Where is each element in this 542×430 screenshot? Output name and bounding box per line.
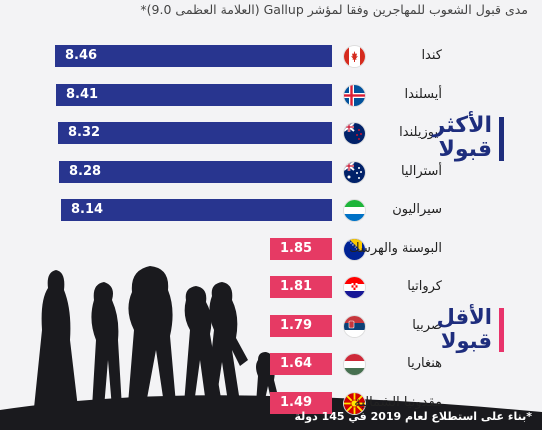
figure-carrying-silhouette — [128, 266, 176, 404]
bar-row: 8.32 — [58, 122, 332, 144]
figure-child-silhouette — [256, 352, 280, 404]
bar-value-label: 1.64 — [280, 356, 313, 371]
hungary-flag-icon — [344, 354, 365, 375]
country-label: صربيا — [412, 317, 442, 333]
bar — [58, 122, 332, 144]
country-label: هنغاريا — [407, 356, 442, 371]
bar — [270, 391, 332, 414]
bar-row: 1.79 — [270, 314, 332, 337]
bar-row: 1.81 — [270, 276, 332, 298]
bar-value-label: 8.32 — [68, 125, 101, 140]
bar — [61, 199, 332, 221]
bar — [55, 45, 332, 67]
country-label: مقدونيا الشمالية — [354, 394, 442, 410]
bar — [270, 276, 332, 298]
bar-value-label: 1.85 — [280, 240, 313, 256]
bar — [59, 160, 332, 183]
bar-row: 8.14 — [61, 199, 332, 221]
bar — [270, 314, 332, 337]
most-group-line1: الأكثر — [432, 113, 492, 138]
bar-row: 1.64 — [270, 353, 332, 375]
least-group-line1: الأقل — [436, 305, 492, 329]
bar-value-label: 8.41 — [66, 86, 99, 102]
bar-value-label: 1.81 — [280, 279, 313, 294]
bar — [270, 237, 332, 260]
footnote: *بناء على استطلاع لعام 2019 في 145 دولة — [294, 410, 533, 423]
country-label: أستراليا — [400, 163, 442, 179]
most-group-line2: قبولا — [438, 137, 492, 162]
bar-row: 1.49 — [270, 391, 332, 414]
country-label: نيوزيلندا — [399, 125, 442, 140]
bar-value-label: 1.49 — [280, 394, 313, 410]
bar — [270, 353, 332, 375]
country-label: البوسنة والهرسك — [349, 240, 442, 256]
least-group-accent — [499, 308, 504, 352]
figure-backpack-silhouette — [91, 282, 122, 408]
australia-flag-icon — [344, 161, 365, 183]
figure-adult-silhouette — [206, 282, 248, 402]
bar-row: 8.41 — [56, 83, 332, 106]
bar-row: 8.28 — [59, 160, 332, 183]
north-macedonia-flag-icon — [344, 392, 365, 414]
iceland-flag-icon — [344, 84, 365, 106]
most-group-label: الأكثر قبولا — [433, 114, 492, 162]
least-group-line2: قبولا — [440, 329, 492, 353]
country-label: سيراليون — [392, 202, 442, 217]
country-label: كندا — [421, 48, 442, 63]
bar-value-label: 8.14 — [71, 202, 104, 217]
figure-woman-silhouette — [34, 270, 78, 408]
country-label: أيسلندا — [404, 86, 443, 102]
country-label: كرواتيا — [407, 279, 442, 294]
bar-value-label: 8.28 — [69, 163, 102, 179]
bar-row: 8.46 — [55, 45, 332, 67]
bar-value-label: 8.46 — [65, 48, 98, 63]
least-group-label: الأقل قبولا — [437, 305, 492, 353]
serbia-flag-icon — [344, 315, 365, 337]
chart-subtitle: مدى قبول الشعوب للمهاجرين وفقا لمؤشر Gal… — [140, 2, 528, 17]
sierra-leone-flag-icon — [344, 200, 365, 221]
bosnia-flag-icon — [344, 238, 365, 260]
bar-value-label: 1.79 — [280, 317, 313, 333]
canada-flag-icon — [344, 46, 365, 67]
new-zealand-flag-icon — [344, 123, 365, 144]
bar — [56, 83, 332, 106]
croatia-flag-icon — [344, 277, 365, 298]
most-group-accent — [499, 117, 504, 161]
bar-row: 1.85 — [270, 237, 332, 260]
